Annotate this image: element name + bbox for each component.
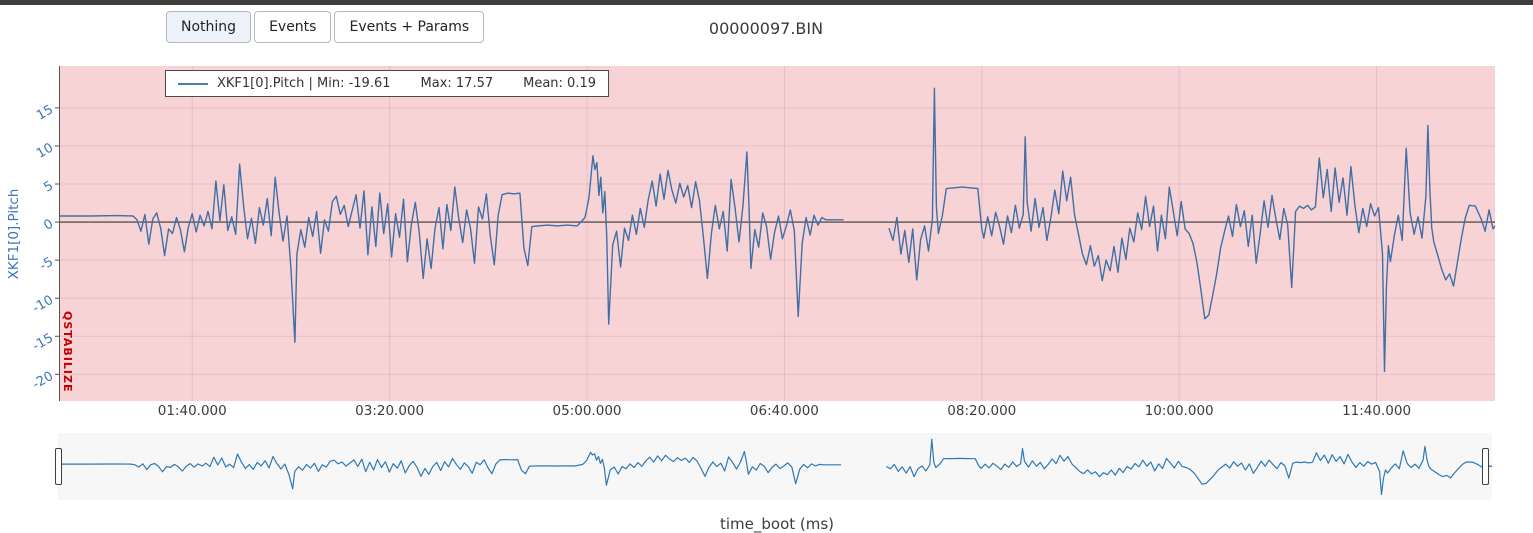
x-tick-label: 10:00.000 [1145, 403, 1214, 419]
navigator-series-line [58, 438, 1493, 495]
y-tick-label: 15 [34, 102, 56, 123]
x-tick-label: 01:40.000 [158, 403, 227, 419]
x-tick-label: 05:00.000 [553, 403, 622, 419]
x-axis-title: time_boot (ms) [719, 515, 835, 533]
x-tick-label: 08:20.000 [947, 403, 1016, 419]
events-button[interactable]: Events [254, 11, 332, 43]
series-line [60, 87, 1496, 373]
x-tick-label: 06:40.000 [750, 403, 819, 419]
nothing-button[interactable]: Nothing [166, 11, 252, 43]
x-tick-label: 11:40.000 [1342, 403, 1411, 419]
main-plot[interactable]: 01:40.000 03:20.000 05:00.000 06:40.000 08:2… [0, 0, 1533, 428]
navigator-track[interactable] [58, 433, 1492, 500]
x-tick-label: 03:20.000 [355, 403, 424, 419]
y-tick-label: 10 [34, 140, 56, 161]
y-tick-label: -5 [37, 255, 56, 274]
chart-legend[interactable]: XKF1[0].Pitch | Min: -19.61 Max: 17.57 M… [165, 70, 610, 97]
events-params-button[interactable]: Events + Params [334, 11, 485, 43]
y-tick-label: 5 [41, 178, 56, 195]
legend-series-max: Max: 17.57 [420, 76, 494, 91]
y-tick-label: 0 [41, 217, 56, 234]
flight-mode-label: QSTABILIZE [61, 311, 74, 393]
navigator-plot[interactable] [0, 428, 1533, 504]
y-tick-label: -10 [30, 293, 56, 317]
legend-line-sample [178, 82, 208, 85]
y-tick-label: -20 [30, 369, 56, 393]
legend-series-min: XKF1[0].Pitch | Min: -19.61 [217, 76, 391, 91]
file-title: 00000097.BIN [708, 19, 824, 38]
navigator-handle-right[interactable] [1482, 448, 1489, 485]
y-tick-label: -15 [30, 331, 56, 355]
legend-series-mean: Mean: 0.19 [523, 76, 597, 91]
display-mode-toolbar: Nothing Events Events + Params [166, 11, 485, 43]
y-axis-title: XKF1[0].Pitch [6, 188, 22, 280]
flight-mode-region [60, 66, 1495, 401]
navigator-handle-left[interactable] [55, 448, 62, 485]
window-top-border [0, 0, 1533, 5]
